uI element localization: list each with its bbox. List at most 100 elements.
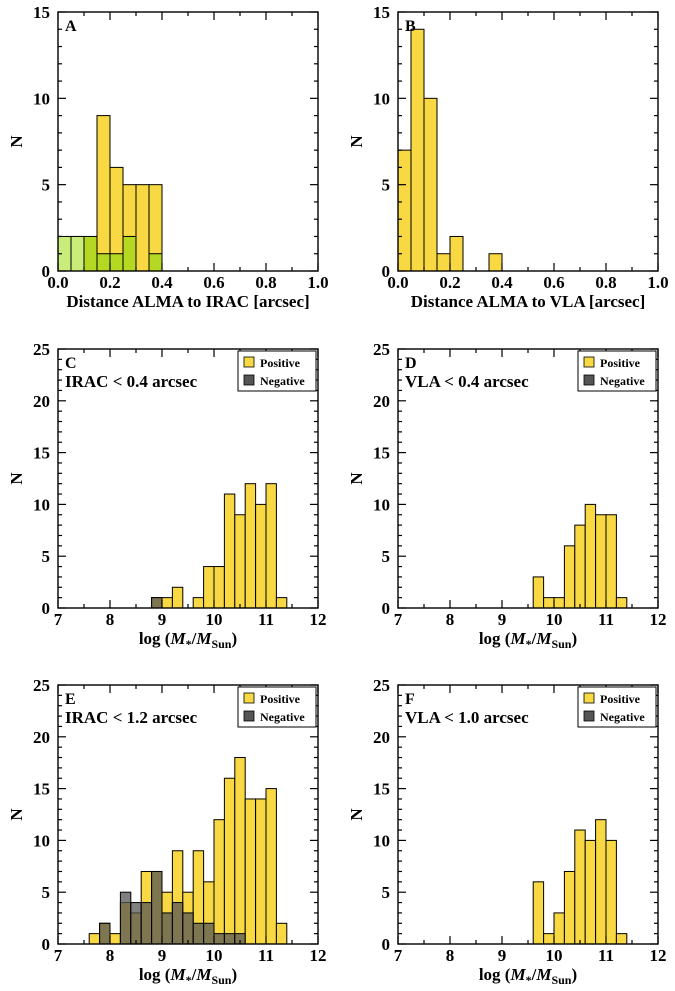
bar-positive-f-2 [553,912,565,945]
bar-positive-f-8 [615,933,628,945]
bar-positive-a-6 [135,184,150,272]
bar-positive-c-1 [161,597,173,609]
x-tick-label: 9 [498,946,507,965]
legend-swatch-positive [243,356,255,368]
bar-negative-e-4 [140,902,153,945]
bar-positive-b-5 [488,253,503,272]
panel-letter: C [65,355,77,372]
bar-negative-c-0 [151,597,163,609]
y-axis-title: N [7,808,26,821]
x-tick-label: 10 [546,610,563,629]
bar-positive-f-7 [605,839,617,945]
bar-negative-e-10 [203,922,215,945]
x-tick-label: 9 [158,946,167,965]
bar-positive-e-17 [265,788,277,945]
bar-positive-c-11 [275,597,288,609]
panel-note: IRAC < 0.4 arcsec [65,372,198,391]
bar-overlay-a-7 [148,253,163,272]
x-tick-label: 11 [598,946,614,965]
x-tick-label: 0.0 [47,273,68,292]
panel-note: VLA < 1.0 arcsec [405,708,529,727]
y-tick-label: 0 [42,599,51,618]
y-tick-label: 10 [373,831,390,850]
bar-overlay-a-4 [109,253,124,272]
y-tick-label: 15 [373,3,390,22]
bar-positive-c-2 [171,586,184,609]
x-axis-title: log (M*/MSun) [139,965,237,987]
panel-letter: B [405,18,416,35]
bar-positive-b-3 [436,253,451,272]
bar-negative-e-2 [119,891,132,945]
x-tick-label: 1.0 [647,273,668,292]
y-tick-label: 25 [33,676,50,695]
bar-negative-e-5 [151,870,163,945]
x-tick-label: 0.8 [255,273,276,292]
bar-positive-c-8 [244,483,257,609]
legend-label-negative: Negative [260,710,305,724]
bar-negative-e-0 [99,922,111,945]
y-tick-label: 15 [33,444,50,463]
bar-positive-e-12 [213,819,225,945]
bar-positive-f-3 [563,870,576,945]
panel-letter: A [65,18,77,35]
y-tick-label: 5 [382,176,391,195]
bar-overlay-a-2 [83,235,98,272]
bar-negative-e-12 [223,933,236,945]
panel-letter: F [405,691,415,708]
x-axis-title: Distance ALMA to VLA [arcsec] [411,292,646,311]
legend-label-negative: Negative [600,374,645,388]
y-axis-title: N [7,472,26,485]
y-tick-label: 10 [33,495,50,514]
bar-negative-e-9 [192,922,205,945]
legend-swatch-positive [583,356,595,368]
legend-swatch-negative [243,374,255,386]
bar-overlay-a-1 [70,235,85,272]
x-tick-label: 10 [546,946,563,965]
panel-note: VLA < 0.4 arcsec [405,372,529,391]
legend-label-negative: Negative [600,710,645,724]
x-axis-title: Distance ALMA to IRAC [arcsec] [66,292,309,311]
y-tick-label: 5 [42,176,51,195]
y-axis-title: N [347,808,366,821]
legend-swatch-negative [583,374,595,386]
y-tick-label: 25 [373,340,390,359]
y-tick-label: 25 [373,676,390,695]
bar-positive-c-3 [192,597,205,609]
legend-swatch-positive [243,692,255,704]
y-tick-label: 10 [33,89,50,108]
bar-positive-d-5 [584,503,597,609]
bar-positive-e-0 [88,933,101,945]
bar-negative-e-7 [171,902,184,945]
y-tick-label: 10 [373,89,390,108]
y-axis-title: N [347,135,366,148]
bar-negative-e-11 [213,933,225,945]
x-tick-label: 7 [54,946,63,965]
legend-label-positive: Positive [600,356,641,370]
y-tick-label: 5 [42,883,51,902]
y-tick-label: 15 [33,3,50,22]
bar-positive-f-5 [584,839,597,945]
bar-positive-b-1 [410,28,425,272]
y-tick-label: 15 [373,444,390,463]
y-tick-label: 25 [33,340,50,359]
y-tick-label: 15 [33,780,50,799]
bar-positive-b-2 [423,97,438,272]
bar-positive-c-6 [223,493,236,609]
y-tick-label: 0 [42,262,51,281]
legend-swatch-negative [243,710,255,722]
y-tick-label: 0 [382,935,391,954]
y-axis-title: N [7,135,26,148]
x-axis-title: log (M*/MSun) [479,965,577,987]
bar-positive-a-3 [96,115,111,272]
bar-negative-e-3 [130,902,142,945]
bar-negative-e-8 [182,912,194,945]
x-tick-label: 7 [394,946,403,965]
x-tick-label: 12 [310,946,327,965]
bar-positive-b-4 [449,235,464,272]
panel-a: 0.0 0.2 0.4 0.6 0.8 1.0 0 5 10 15 N Distance ALMA t… [7,3,329,311]
bar-positive-d-4 [574,524,586,609]
y-tick-label: 20 [373,392,390,411]
x-tick-label: 12 [310,610,327,629]
